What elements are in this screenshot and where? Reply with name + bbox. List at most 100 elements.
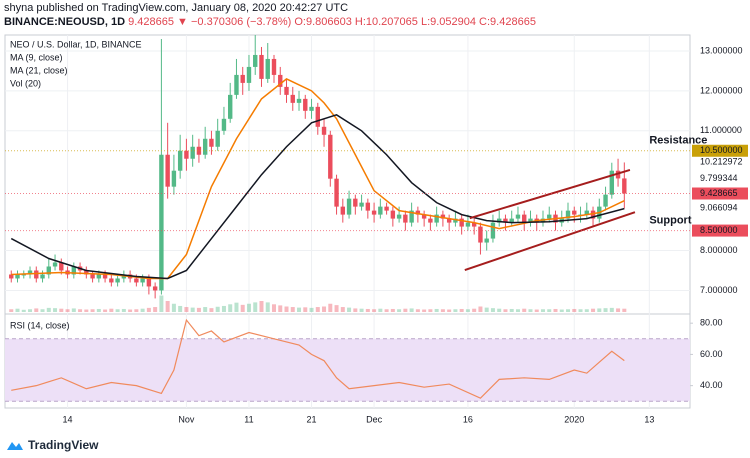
volume-bar — [422, 309, 427, 312]
volume-bar — [259, 301, 264, 312]
volume-bar — [322, 306, 327, 312]
volume-bar — [372, 309, 377, 312]
y-tick-label: 7.000000 — [700, 285, 738, 295]
volume-bar — [71, 308, 76, 312]
volume-bar — [340, 307, 345, 312]
candle-body — [409, 210, 414, 223]
legend-ma9: MA (9, close) — [10, 52, 63, 62]
x-tick-label: 13 — [644, 414, 654, 424]
candle-body — [196, 146, 202, 155]
candle-body — [303, 98, 308, 111]
volume-bar — [609, 307, 614, 312]
price-box — [692, 224, 748, 237]
volume-bar — [347, 307, 352, 312]
candle-body — [278, 74, 283, 87]
volume-bar — [478, 306, 483, 312]
volume-bar — [534, 309, 539, 312]
volume-bar — [65, 309, 70, 312]
candle-body — [52, 262, 58, 267]
volume-bar — [115, 309, 120, 312]
legend-ma21: MA (21, close) — [10, 65, 68, 75]
volume-bar — [434, 308, 439, 312]
y-tick-label: 13.000000 — [700, 45, 743, 55]
volume-bar — [196, 307, 201, 312]
volume-bar — [165, 301, 170, 312]
price-label: 8.500000 — [700, 225, 738, 235]
annotation: Support — [649, 215, 691, 227]
price-label: 9.428665 — [700, 188, 738, 198]
candle-body — [584, 210, 589, 215]
volume-bar — [303, 307, 308, 312]
price-label: 9.066094 — [700, 202, 738, 212]
price-box — [692, 144, 748, 157]
volume-bar — [334, 305, 339, 312]
candle-body — [459, 218, 464, 227]
x-tick-label: 14 — [63, 414, 73, 424]
y-tick-label: 11.000000 — [700, 125, 742, 135]
volume-bar — [265, 302, 270, 312]
candle-body — [71, 266, 77, 275]
candle-body — [371, 210, 377, 215]
candle-body — [440, 214, 446, 219]
volume-bar — [315, 307, 320, 312]
volume-bar — [240, 304, 245, 312]
volume-bar — [440, 309, 445, 312]
volume-bar — [540, 309, 545, 312]
price-box — [692, 187, 748, 200]
candle-body — [465, 222, 471, 227]
volume-bar — [616, 308, 621, 312]
volume-bar — [209, 308, 214, 312]
volume-bar — [578, 309, 583, 312]
volume-bar — [584, 309, 589, 312]
symbol-line: BINANCE:NEOUSD, 1D 9.428665 ▼ −0.370306 … — [4, 16, 536, 28]
candle-body — [547, 214, 552, 219]
candle-body — [240, 74, 245, 83]
volume-bar — [409, 308, 414, 312]
volume-bar — [522, 308, 527, 312]
volume-bar — [297, 307, 302, 312]
x-tick-label: 2020 — [564, 414, 584, 424]
x-tick-label: 16 — [463, 414, 473, 424]
candle-body — [259, 54, 264, 79]
volume-bar — [572, 308, 577, 312]
volume-bar — [21, 309, 26, 312]
price-label: 9.799344 — [700, 173, 738, 183]
volume-bar — [459, 308, 464, 312]
candle-body — [340, 206, 346, 215]
candle-body — [315, 106, 320, 127]
candle-body — [59, 262, 64, 271]
volume-bar — [34, 308, 39, 312]
candle-body — [284, 86, 289, 95]
candle-body — [21, 274, 26, 276]
candle-body — [421, 214, 427, 219]
publisher: shyna published on TradingView.com, Janu… — [4, 2, 349, 14]
volume-bar — [497, 308, 502, 312]
candle-body — [471, 222, 477, 227]
candle-body — [102, 274, 108, 279]
candle-body — [615, 170, 621, 179]
volume-bar — [465, 309, 470, 312]
candle-body — [528, 218, 533, 223]
volume-bar — [284, 306, 289, 312]
volume-bar — [203, 307, 208, 312]
rsi-band — [5, 338, 690, 402]
candle-body — [296, 98, 302, 103]
candle-body — [490, 222, 496, 239]
rsi-tick-label: 40.00 — [700, 380, 723, 390]
candle-body — [565, 210, 571, 219]
candle-body — [15, 274, 20, 279]
volume-bar — [184, 307, 189, 312]
chart: NEO / U.S. Dollar, 1D, BINANCE MA (9, cl… — [4, 34, 748, 424]
candle-body — [271, 58, 277, 75]
volume-bar — [597, 308, 602, 312]
volume-bar — [384, 309, 389, 312]
candle-body — [84, 270, 89, 275]
volume-bar — [453, 309, 458, 312]
candle-body — [503, 218, 508, 223]
candle-body — [109, 278, 114, 283]
volume-bar — [603, 308, 608, 312]
volume-bar — [40, 309, 45, 312]
volume-bar — [109, 308, 114, 312]
volume-bar — [140, 308, 145, 312]
annotation: Resistance — [649, 135, 707, 147]
